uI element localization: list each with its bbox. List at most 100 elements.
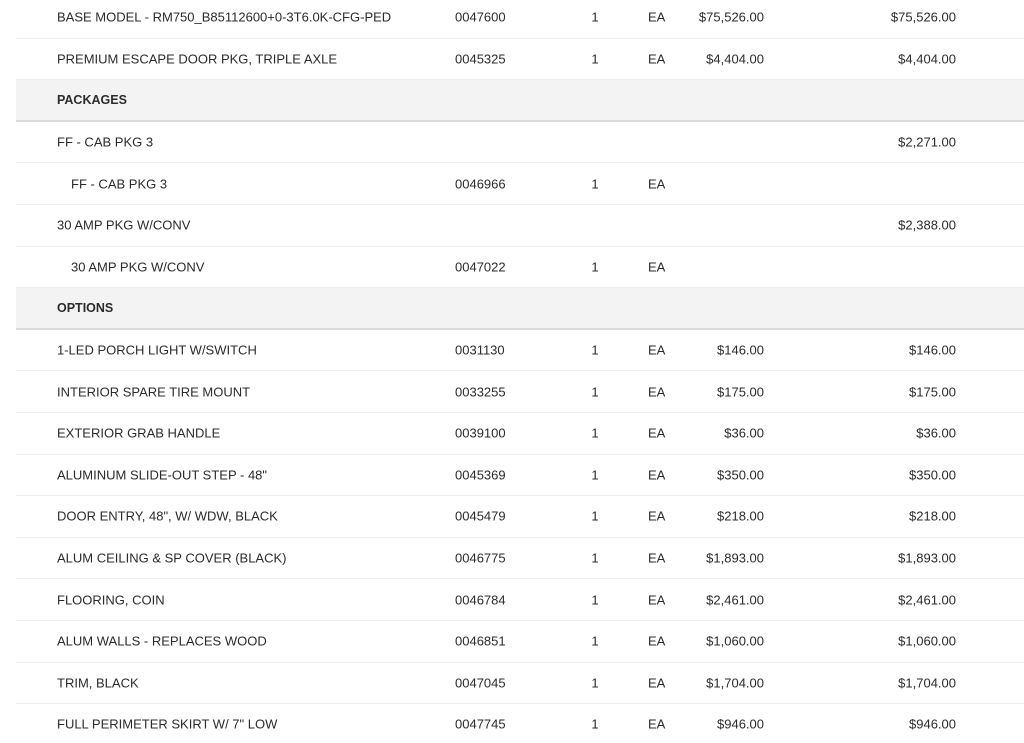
cell-qty: 1 <box>591 51 599 67</box>
cell-qty: 1 <box>591 384 599 400</box>
cell-qty: 1 <box>591 342 599 358</box>
table-row: 1-LED PORCH LIGHT W/SWITCH 0031130 1 EA $146… <box>16 330 1024 372</box>
cell-price: $175.00 <box>717 384 764 400</box>
cell-qty: 1 <box>591 508 599 524</box>
cell-unit: EA <box>648 176 666 192</box>
cell-description: FLOORING, COIN <box>57 592 165 608</box>
cell-description: ALUM WALLS - REPLACES WOOD <box>57 633 267 649</box>
cell-price: $4,404.00 <box>706 51 764 67</box>
cell-total: $946.00 <box>909 716 956 732</box>
cell-unit: EA <box>648 592 666 608</box>
cell-total: $1,893.00 <box>898 550 956 566</box>
table-row: ALUM CEILING & SP COVER (BLACK) 0046775 1 E… <box>16 538 1024 580</box>
cell-price: $1,893.00 <box>706 550 764 566</box>
table-row: PREMIUM ESCAPE DOOR PKG, TRIPLE AXLE 0045… <box>16 39 1024 81</box>
cell-description: 30 AMP PKG W/CONV <box>57 217 191 233</box>
cell-part: 0047022 <box>455 259 506 275</box>
cell-part: 0047745 <box>455 716 506 732</box>
cell-description: TRIM, BLACK <box>57 675 139 691</box>
cell-qty: 1 <box>591 550 599 566</box>
cell-unit: EA <box>648 9 666 25</box>
table-row: TRIM, BLACK 0047045 1 EA $1,704.00 $1,704.00 <box>16 663 1024 705</box>
cell-price: $75,526.00 <box>698 9 764 25</box>
table-row: FULL PERIMETER SKIRT W/ 7" LOW 0047745 1 EA… <box>16 704 1024 743</box>
cell-total: $1,704.00 <box>898 675 956 691</box>
table-row: BASE MODEL - RM750_B85112600+0-3T6.0K-CF… <box>16 0 1024 39</box>
cell-qty: 1 <box>591 592 599 608</box>
cell-total: $1,060.00 <box>898 633 956 649</box>
cell-unit: EA <box>648 716 666 732</box>
cell-price: $350.00 <box>717 467 764 483</box>
cell-qty: 1 <box>591 633 599 649</box>
section-header-row: PACKAGES <box>16 80 1024 122</box>
cell-description: ALUM CEILING & SP COVER (BLACK) <box>57 550 287 566</box>
cell-unit: EA <box>648 633 666 649</box>
cell-part: 0045369 <box>455 467 506 483</box>
table-row: ALUMINUM SLIDE-OUT STEP - 48" 0045369 1 EA $… <box>16 455 1024 497</box>
cell-unit: EA <box>648 467 666 483</box>
cell-description: PACKAGES <box>57 92 127 107</box>
cell-description: FULL PERIMETER SKIRT W/ 7" LOW <box>57 716 278 732</box>
cell-total: $175.00 <box>909 384 956 400</box>
table-row: FLOORING, COIN 0046784 1 EA $2,461.00 $2,461.… <box>16 579 1024 621</box>
cell-unit: EA <box>648 51 666 67</box>
cell-part: 0045479 <box>455 508 506 524</box>
cell-qty: 1 <box>591 675 599 691</box>
cell-unit: EA <box>648 384 666 400</box>
cell-price: $2,461.00 <box>706 592 764 608</box>
cell-description: DOOR ENTRY, 48", W/ WDW, BLACK <box>57 508 278 524</box>
cell-part: 0045325 <box>455 51 506 67</box>
cell-description: ALUMINUM SLIDE-OUT STEP - 48" <box>57 467 268 483</box>
table-row: 30 AMP PKG W/CONV $2,388.00 <box>16 205 1024 247</box>
cell-qty: 1 <box>591 9 599 25</box>
cell-qty: 1 <box>591 716 599 732</box>
cell-description: FF - CAB PKG 3 <box>71 176 168 192</box>
cell-part: 0046775 <box>455 550 506 566</box>
cell-description: BASE MODEL - RM750_B85112600+0-3T6.0K-CF… <box>57 9 392 25</box>
package-component-row: FF - CAB PKG 3 0046966 1 EA <box>16 163 1024 205</box>
cell-description: EXTERIOR GRAB HANDLE <box>57 425 221 441</box>
cell-description: FF - CAB PKG 3 <box>57 134 154 150</box>
cell-price: $146.00 <box>717 342 764 358</box>
cell-description: 1-LED PORCH LIGHT W/SWITCH <box>57 342 257 358</box>
cell-qty: 1 <box>591 176 599 192</box>
cell-price: $1,704.00 <box>706 675 764 691</box>
cell-description: INTERIOR SPARE TIRE MOUNT <box>57 384 251 400</box>
cell-part: 0046851 <box>455 633 506 649</box>
cell-price: $1,060.00 <box>706 633 764 649</box>
cell-total: $36.00 <box>916 425 956 441</box>
cell-part: 0047600 <box>455 9 506 25</box>
cell-price: $218.00 <box>717 508 764 524</box>
table-row: INTERIOR SPARE TIRE MOUNT 0033255 1 EA $175.… <box>16 371 1024 413</box>
cell-unit: EA <box>648 675 666 691</box>
cell-total: $146.00 <box>909 342 956 358</box>
cell-description: PREMIUM ESCAPE DOOR PKG, TRIPLE AXLE <box>57 51 338 67</box>
table-row: EXTERIOR GRAB HANDLE 0039100 1 EA $36.00 $36.… <box>16 413 1024 455</box>
cell-part: 0047045 <box>455 675 506 691</box>
line-items-table: BASE MODEL - RM750_B85112600+0-3T6.0K-CF… <box>16 0 1024 743</box>
cell-qty: 1 <box>591 467 599 483</box>
cell-unit: EA <box>648 425 666 441</box>
cell-total: $2,271.00 <box>898 134 956 150</box>
cell-total: $2,461.00 <box>898 592 956 608</box>
cell-description: 30 AMP PKG W/CONV <box>71 259 205 275</box>
cell-total: $75,526.00 <box>890 9 956 25</box>
cell-part: 0031130 <box>455 342 505 358</box>
table-row: DOOR ENTRY, 48", W/ WDW, BLACK 0045479 1 EA… <box>16 496 1024 538</box>
cell-total: $350.00 <box>909 467 956 483</box>
cell-part: 0033255 <box>455 384 506 400</box>
cell-total: $4,404.00 <box>898 51 956 67</box>
table-row: ALUM WALLS - REPLACES WOOD 0046851 1 EA $1,0… <box>16 621 1024 663</box>
cell-unit: EA <box>648 550 666 566</box>
table-row: FF - CAB PKG 3 $2,271.00 <box>16 122 1024 164</box>
cell-unit: EA <box>648 342 666 358</box>
cell-qty: 1 <box>591 259 599 275</box>
cell-total: $2,388.00 <box>898 217 956 233</box>
cell-unit: EA <box>648 508 666 524</box>
cell-description: OPTIONS <box>57 300 114 315</box>
cell-total: $218.00 <box>909 508 956 524</box>
cell-part: 0039100 <box>455 425 506 441</box>
cell-price: $36.00 <box>724 425 764 441</box>
package-component-row: 30 AMP PKG W/CONV 0047022 1 EA <box>16 247 1024 289</box>
cell-unit: EA <box>648 259 666 275</box>
